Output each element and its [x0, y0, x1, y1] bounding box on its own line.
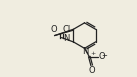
Text: O: O	[99, 52, 105, 61]
Text: N: N	[83, 47, 89, 56]
Text: O: O	[88, 66, 95, 75]
Text: −: −	[101, 53, 107, 59]
Text: N: N	[64, 33, 70, 43]
Text: O: O	[50, 25, 57, 34]
Text: Cl: Cl	[63, 25, 71, 34]
Text: +: +	[90, 51, 95, 56]
